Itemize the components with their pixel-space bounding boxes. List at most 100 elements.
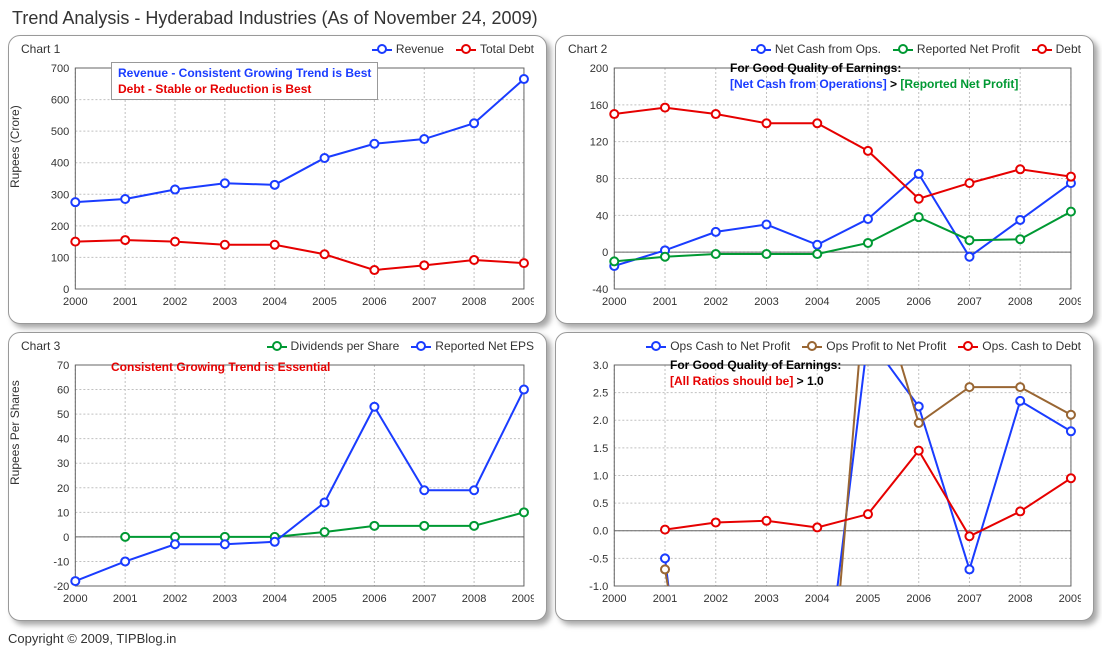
chart2-panel: Chart 2 Net Cash from Ops. Reported Net Pr… [555, 35, 1094, 324]
svg-text:400: 400 [51, 158, 69, 170]
legend-text: Total Debt [480, 42, 534, 56]
svg-text:2007: 2007 [957, 593, 982, 605]
chart3-plot: Rupees Per Shares-20-1001020304050607020… [21, 357, 534, 612]
chart4-panel: Ops Cash to Net Profit Ops Profit to Net … [555, 332, 1094, 621]
svg-text:200: 200 [590, 63, 608, 75]
svg-text:2003: 2003 [754, 296, 779, 308]
svg-text:160: 160 [590, 100, 608, 112]
svg-text:2001: 2001 [653, 593, 678, 605]
svg-text:60: 60 [57, 385, 69, 397]
legend-text: Reported Net EPS [435, 339, 534, 353]
chart2-note: For Good Quality of Earnings:[Net Cash f… [730, 60, 1018, 92]
svg-text:20: 20 [57, 483, 69, 495]
chart2-plot: -400408012016020020002001200220032004200… [568, 60, 1081, 315]
svg-text:2.5: 2.5 [593, 388, 608, 400]
svg-text:2000: 2000 [63, 593, 88, 605]
svg-text:2003: 2003 [754, 593, 779, 605]
svg-text:2008: 2008 [462, 296, 487, 308]
chart3-panel: Chart 3 Dividends per Share Reported Net E… [8, 332, 547, 621]
svg-text:2005: 2005 [856, 593, 881, 605]
svg-text:2004: 2004 [262, 593, 287, 605]
svg-text:1.5: 1.5 [593, 443, 608, 455]
chart3-legend-item: Reported Net EPS [411, 339, 534, 353]
chart4-legend-item: Ops. Cash to Debt [958, 339, 1081, 353]
svg-text:2008: 2008 [1008, 296, 1033, 308]
chart4-plot: -1.0-0.50.00.51.01.52.02.53.020002001200… [568, 357, 1081, 612]
svg-text:2005: 2005 [856, 296, 881, 308]
legend-swatch-icon [958, 341, 978, 351]
chart3-label: Chart 3 [13, 339, 60, 353]
svg-text:-20: -20 [53, 581, 69, 593]
svg-text:2006: 2006 [362, 593, 387, 605]
svg-text:2005: 2005 [312, 593, 337, 605]
svg-text:2004: 2004 [805, 593, 830, 605]
svg-text:2009: 2009 [512, 296, 534, 308]
chart3-legend-item: Dividends per Share [267, 339, 400, 353]
svg-text:0.0: 0.0 [593, 526, 608, 538]
legend-text: Revenue [396, 42, 444, 56]
svg-text:1.0: 1.0 [593, 471, 608, 483]
svg-text:2003: 2003 [213, 296, 238, 308]
svg-text:2002: 2002 [163, 593, 188, 605]
svg-text:-10: -10 [53, 556, 69, 568]
svg-text:10: 10 [57, 507, 69, 519]
svg-text:0: 0 [602, 247, 608, 259]
svg-text:2006: 2006 [906, 593, 931, 605]
svg-text:2.0: 2.0 [593, 415, 608, 427]
svg-text:600: 600 [51, 95, 69, 107]
svg-text:3.0: 3.0 [593, 360, 608, 372]
svg-text:40: 40 [596, 210, 608, 222]
chart1-legend-item: Revenue [372, 42, 444, 56]
legend-text: Net Cash from Ops. [775, 42, 881, 56]
svg-text:2004: 2004 [262, 296, 287, 308]
legend-swatch-icon [893, 44, 913, 54]
svg-text:2009: 2009 [1059, 593, 1081, 605]
svg-text:2008: 2008 [1008, 593, 1033, 605]
legend-swatch-icon [751, 44, 771, 54]
chart4-legend-item: Ops Profit to Net Profit [802, 339, 946, 353]
svg-text:2008: 2008 [462, 593, 487, 605]
svg-text:80: 80 [596, 174, 608, 186]
legend-swatch-icon [646, 341, 666, 351]
chart2-legend-item: Net Cash from Ops. [751, 42, 881, 56]
svg-text:2004: 2004 [805, 296, 830, 308]
svg-text:700: 700 [51, 63, 69, 75]
svg-text:2001: 2001 [113, 593, 138, 605]
svg-text:-1.0: -1.0 [589, 581, 608, 593]
svg-text:2007: 2007 [957, 296, 982, 308]
chart2-legend-item: Reported Net Profit [893, 42, 1020, 56]
chart1-note: Revenue - Consistent Growing Trend is Be… [111, 62, 378, 100]
svg-text:2006: 2006 [362, 296, 387, 308]
chart3-ylabel: Rupees Per Shares [8, 380, 22, 485]
svg-text:30: 30 [57, 458, 69, 470]
svg-text:2002: 2002 [703, 296, 728, 308]
svg-text:100: 100 [51, 252, 69, 264]
chart2-label: Chart 2 [560, 42, 607, 56]
svg-text:-0.5: -0.5 [589, 553, 608, 565]
svg-text:2001: 2001 [653, 296, 678, 308]
svg-text:2000: 2000 [63, 296, 88, 308]
chart4-note: For Good Quality of Earnings:[All Ratios… [670, 357, 841, 389]
svg-text:2000: 2000 [602, 296, 627, 308]
page-title: Trend Analysis - Hyderabad Industries (A… [8, 8, 1094, 29]
svg-text:200: 200 [51, 221, 69, 233]
chart-grid: Chart 1RevenueTotal DebtRupees (Crore)01… [8, 35, 1094, 621]
legend-swatch-icon [411, 341, 431, 351]
legend-text: Ops. Cash to Debt [982, 339, 1081, 353]
svg-text:2003: 2003 [213, 593, 238, 605]
svg-text:500: 500 [51, 126, 69, 138]
svg-text:0: 0 [63, 532, 69, 544]
svg-text:70: 70 [57, 360, 69, 372]
legend-text: Dividends per Share [291, 339, 400, 353]
legend-swatch-icon [372, 44, 392, 54]
chart2-legend-item: Debt [1032, 42, 1081, 56]
chart4-legend-item: Ops Cash to Net Profit [646, 339, 790, 353]
svg-text:2009: 2009 [512, 593, 534, 605]
svg-text:0.5: 0.5 [593, 498, 608, 510]
svg-text:0: 0 [63, 284, 69, 296]
svg-text:40: 40 [57, 434, 69, 446]
svg-text:50: 50 [57, 409, 69, 421]
chart3-note: Consistent Growing Trend is Essential [111, 359, 330, 375]
svg-text:2007: 2007 [412, 296, 437, 308]
legend-swatch-icon [267, 341, 287, 351]
